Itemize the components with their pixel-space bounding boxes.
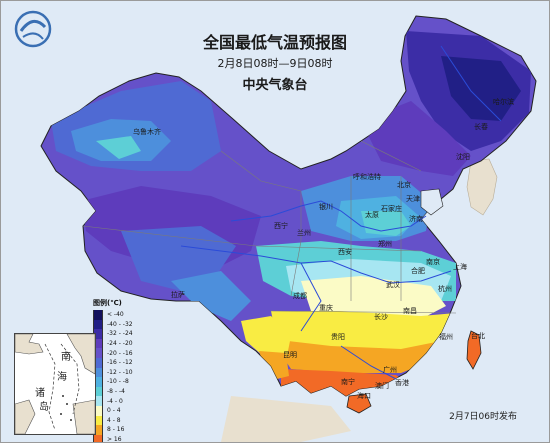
- city-label: 昆明: [283, 351, 297, 359]
- city-label: 武汉: [386, 280, 400, 289]
- legend-label: -8 - -4: [107, 388, 125, 396]
- city-label: 台北: [471, 331, 485, 340]
- city-label: 合肥: [411, 266, 425, 275]
- legend-label: > 16: [107, 436, 122, 443]
- city-label: 香港: [395, 378, 409, 387]
- legend-label: -20 - -16: [107, 349, 133, 357]
- legend-label: -12 - -10: [107, 368, 133, 376]
- legend-item: 4 - 8: [93, 415, 157, 426]
- legend-label: 4 - 8: [107, 416, 121, 424]
- korea-landmass: [466, 158, 498, 216]
- legend-label: 8 - 16: [107, 426, 125, 434]
- map-title: 全国最低气温预报图: [202, 33, 347, 52]
- forecast-period: 2月8日08时—9日08时: [217, 57, 333, 70]
- city-label: 郑州: [378, 240, 392, 248]
- inset-label-1: 南: [61, 350, 71, 363]
- legend-swatch: [93, 310, 103, 320]
- city-label: 贵阳: [331, 332, 345, 341]
- legend-swatch: [93, 434, 103, 442]
- hainan-island: [346, 393, 372, 414]
- city-label: 济南: [409, 214, 423, 223]
- legend-item: > 16: [93, 434, 157, 443]
- legend-item: -32 - -24: [93, 329, 157, 339]
- city-label: 乌鲁木齐: [133, 127, 161, 136]
- legend-label: -40 - -32: [107, 320, 133, 328]
- city-label: 拉萨: [171, 290, 185, 299]
- city-label: 石家庄: [381, 204, 402, 213]
- city-label: 成都: [293, 291, 307, 300]
- legend-label: -10 - -8: [107, 378, 129, 386]
- legend-item: 0 - 4: [93, 405, 157, 416]
- city-label: 银川: [319, 202, 333, 211]
- city-label: 长春: [474, 122, 488, 131]
- legend-item: -20 - -16: [93, 348, 157, 358]
- legend-item: -4 - 0: [93, 396, 157, 406]
- city-label: 广州: [383, 365, 397, 374]
- city-label: 沈阳: [456, 152, 470, 161]
- province-borders: [82, 140, 457, 314]
- city-label: 西宁: [274, 221, 288, 230]
- city-label: 哈尔滨: [493, 97, 514, 106]
- issuing-agency: 中央气象台: [242, 78, 308, 93]
- city-label: 福州: [439, 332, 453, 341]
- legend-item: 8 - 16: [93, 425, 157, 435]
- rivers: [180, 45, 502, 380]
- city-label: 长沙: [374, 312, 388, 321]
- city-label: 澳门: [375, 381, 389, 390]
- city-label: 重庆: [319, 303, 333, 312]
- city-label: 杭州: [438, 284, 452, 293]
- legend-label: -24 - -20: [107, 340, 133, 348]
- legend-label: < -40: [107, 311, 124, 319]
- bohai-bay: [420, 188, 444, 216]
- city-label: 南京: [426, 257, 440, 266]
- legend-item: -12 - -10: [93, 367, 157, 378]
- inset-label-3: 诸: [35, 387, 45, 399]
- city-label: 上海: [453, 262, 467, 271]
- legend-item: -8 - -4: [93, 386, 157, 397]
- city-label: 西安: [338, 247, 352, 256]
- city-label: 海口: [357, 391, 371, 400]
- taiwan-island: [466, 330, 482, 370]
- legend-swatch: [93, 319, 103, 330]
- legend-item: -16 - -12: [93, 357, 157, 368]
- city-label: 太原: [365, 210, 379, 219]
- city-label: 南宁: [341, 377, 355, 386]
- legend-label: 0 - 4: [107, 407, 121, 415]
- cma-logo: [14, 10, 52, 48]
- city-label: 兰州: [297, 228, 311, 237]
- temperature-legend: 图例(℃) < -40 -40 - -32 -32 - -24 -24 - -20 -2…: [93, 298, 157, 443]
- legend-label: -4 - 0: [107, 397, 123, 405]
- city-label: 南昌: [403, 306, 417, 315]
- issue-time: 2月7日06时发布: [449, 412, 517, 422]
- city-label: 北京: [397, 180, 411, 189]
- legend-label: -16 - -12: [107, 359, 133, 367]
- south-china-sea-inset: 南 海 诸 岛: [14, 333, 96, 435]
- legend-item: -40 - -32: [93, 319, 157, 330]
- legend-rows: < -40 -40 - -32 -32 - -24 -24 - -20 -20 - -1…: [93, 310, 157, 443]
- city-label: 天津: [406, 195, 420, 203]
- legend-title: 图例(℃): [93, 299, 122, 307]
- legend-item: -24 - -20: [93, 338, 157, 349]
- southeast-asia-landmass: [221, 396, 351, 442]
- legend-label: -32 - -24: [107, 330, 133, 338]
- inset-label-4: 岛: [39, 400, 49, 413]
- legend-item: < -40: [93, 310, 157, 320]
- city-label: 呼和浩特: [353, 172, 381, 181]
- inset-label-2: 海: [57, 370, 67, 383]
- legend-item: -10 - -8: [93, 377, 157, 387]
- inset-map: 南 海 诸 岛: [15, 334, 95, 434]
